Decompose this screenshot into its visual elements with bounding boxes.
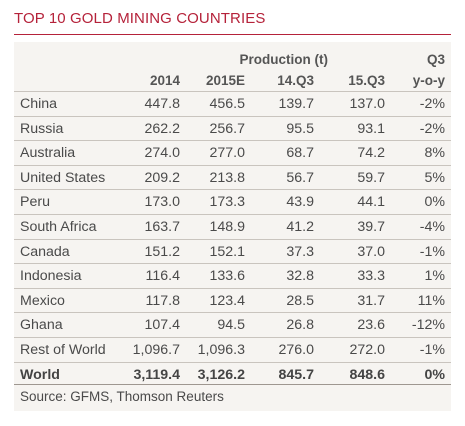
cell-yoy: -4% xyxy=(419,219,445,235)
cell-15q3: 37.0 xyxy=(357,243,385,260)
cell-14q3: 32.8 xyxy=(286,268,314,285)
table-row: Canada 151.2 152.1 37.3 37.0 -1% xyxy=(14,238,451,265)
cell-2014: 262.2 xyxy=(144,120,180,137)
cell-14q3: 139.7 xyxy=(278,96,314,112)
cell-2015e: 94.5 xyxy=(217,317,245,334)
cell-2014: 1,096.7 xyxy=(132,342,180,358)
cell-2015e: 213.8 xyxy=(209,169,245,186)
cell-2015e: 123.4 xyxy=(209,292,245,309)
cell-14q3: 43.9 xyxy=(286,194,314,211)
source-note: Source: GFMS, Thomson Reuters xyxy=(20,389,224,404)
cell-15q3: 23.6 xyxy=(357,317,385,334)
title-rule xyxy=(14,34,451,35)
total-row: World 3,119.4 3,126.2 845.7 848.6 0% xyxy=(14,361,451,388)
cell-15q3: 848.6 xyxy=(349,366,385,383)
cell-yoy: 11% xyxy=(417,292,445,309)
cell-15q3: 93.1 xyxy=(357,120,385,137)
cell-15q3: 59.7 xyxy=(357,169,385,186)
cell-2014: 117.8 xyxy=(145,292,180,309)
cell-2015e: 3,126.2 xyxy=(197,366,245,383)
col-header-2015e: 2015E xyxy=(205,73,245,88)
col-header-2014: 2014 xyxy=(149,73,180,88)
cell-14q3: 28.5 xyxy=(286,292,314,309)
cell-2014: 173.0 xyxy=(144,194,180,211)
table-row: Peru 173.0 173.3 43.9 44.1 0% xyxy=(14,189,451,215)
cell-15q3: 74.2 xyxy=(357,145,385,162)
cell-2015e: 256.7 xyxy=(209,120,245,137)
cell-country: Canada xyxy=(20,243,70,260)
source-rule xyxy=(14,384,451,385)
cell-yoy: 5% xyxy=(424,169,445,186)
table-row: United States 209.2 213.8 56.7 59.7 5% xyxy=(14,164,451,191)
cell-2015e: 1,096.3 xyxy=(197,342,245,358)
col-header-14q3: 14.Q3 xyxy=(277,73,314,88)
cell-2015e: 148.9 xyxy=(209,219,245,235)
cell-2014: 116.4 xyxy=(145,268,180,285)
col-header-yoy: y-o-y xyxy=(412,73,445,88)
cell-2014: 209.2 xyxy=(144,169,180,186)
cell-2015e: 173.3 xyxy=(209,194,245,211)
cell-2014: 3,119.4 xyxy=(133,366,180,383)
cell-yoy: -1% xyxy=(419,243,445,260)
cell-country: Ghana xyxy=(20,317,63,334)
table-row: South Africa 163.7 148.9 41.2 39.7 -4% xyxy=(14,214,451,240)
cell-country: Russia xyxy=(20,120,64,137)
table-row: China 447.8 456.5 139.7 137.0 -2% xyxy=(14,91,451,117)
col-header-15q3: 15.Q3 xyxy=(348,73,385,88)
cell-2015e: 152.1 xyxy=(209,243,245,260)
cell-country: Peru xyxy=(20,194,50,211)
cell-15q3: 39.7 xyxy=(357,219,385,235)
cell-yoy: 0% xyxy=(424,194,445,211)
cell-2014: 107.4 xyxy=(144,317,180,334)
cell-14q3: 845.7 xyxy=(278,366,314,383)
cell-14q3: 26.8 xyxy=(286,317,314,334)
cell-14q3: 95.5 xyxy=(286,120,314,137)
cell-15q3: 137.0 xyxy=(349,96,385,112)
cell-15q3: 31.7 xyxy=(357,292,385,309)
production-group-header: Production (t) xyxy=(239,52,328,67)
cell-yoy: -12% xyxy=(411,317,445,334)
cell-yoy: -2% xyxy=(419,96,445,112)
cell-14q3: 68.7 xyxy=(286,145,314,162)
cell-2015e: 133.6 xyxy=(209,268,245,285)
cell-15q3: 33.3 xyxy=(357,268,385,285)
cell-2014: 163.7 xyxy=(144,219,180,235)
cell-country: Indonesia xyxy=(20,268,82,285)
cell-2014: 447.8 xyxy=(144,96,180,112)
cell-yoy: 1% xyxy=(424,268,445,285)
table-row: Australia 274.0 277.0 68.7 74.2 8% xyxy=(14,140,451,166)
cell-2015e: 456.5 xyxy=(209,96,245,112)
cell-14q3: 56.7 xyxy=(286,169,314,186)
cell-country: Rest of World xyxy=(20,342,106,358)
cell-2015e: 277.0 xyxy=(209,145,245,162)
cell-15q3: 44.1 xyxy=(357,194,385,211)
cell-yoy: -2% xyxy=(419,120,445,137)
cell-yoy: -1% xyxy=(419,342,445,358)
cell-2014: 151.2 xyxy=(144,243,180,260)
cell-yoy: 8% xyxy=(424,145,445,162)
table-row: Mexico 117.8 123.4 28.5 31.7 11% xyxy=(14,287,451,314)
cell-country: Australia xyxy=(20,145,76,162)
cell-country: China xyxy=(20,96,58,112)
cell-14q3: 37.3 xyxy=(286,243,314,260)
cell-country: United States xyxy=(20,169,106,186)
table-row: Russia 262.2 256.7 95.5 93.1 -2% xyxy=(14,115,451,142)
cell-14q3: 41.2 xyxy=(286,219,314,235)
table-row: Rest of World 1,096.7 1,096.3 276.0 272.0 -1% xyxy=(14,337,451,363)
page-title: TOP 10 GOLD MINING COUNTRIES xyxy=(14,10,266,27)
table-panel xyxy=(14,42,451,411)
cell-15q3: 272.0 xyxy=(349,342,385,358)
table-row: Indonesia 116.4 133.6 32.8 33.3 1% xyxy=(14,263,451,289)
cell-country: South Africa xyxy=(20,219,97,235)
cell-yoy: 0% xyxy=(424,366,445,383)
q3-header: Q3 xyxy=(426,52,445,67)
cell-2014: 274.0 xyxy=(144,145,180,162)
cell-country: Mexico xyxy=(20,292,65,309)
table-row: Ghana 107.4 94.5 26.8 23.6 -12% xyxy=(14,312,451,338)
cell-14q3: 276.0 xyxy=(278,342,314,358)
cell-country: World xyxy=(20,366,60,383)
